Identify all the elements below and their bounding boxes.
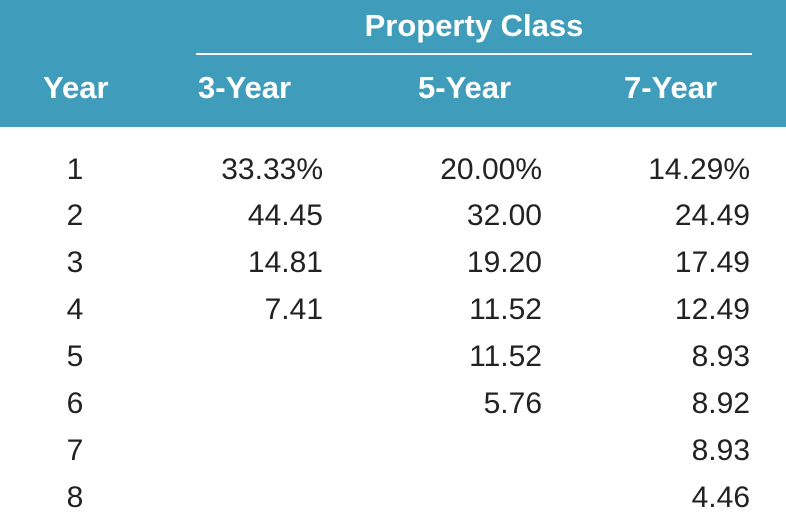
column-header-7-year: 7-Year [624, 70, 718, 105]
group-header-divider [196, 53, 752, 55]
five-year-cell: 11.52 [469, 293, 542, 326]
year-cell: 6 [66, 387, 84, 420]
five-year-cell: 5.76 [483, 387, 542, 420]
property-class-header: Property Class [364, 8, 584, 43]
seven-year-cell: 17.49 [674, 246, 750, 279]
column-header-3-year: 3-Year [198, 70, 292, 105]
seven-year-cell: 8.92 [691, 387, 750, 420]
three-year-cell: 44.45 [247, 199, 323, 232]
year-cell: 3 [66, 246, 84, 279]
five-year-cell: 19.20 [466, 246, 542, 279]
year-cell: 2 [66, 199, 84, 232]
three-year-cell: 7.41 [264, 293, 323, 326]
column-header-year: Year [43, 70, 109, 105]
seven-year-cell: 12.49 [674, 293, 750, 326]
five-year-cell: 11.52 [469, 340, 542, 373]
seven-year-cell: 8.93 [691, 434, 750, 467]
seven-year-cell: 24.49 [674, 199, 750, 232]
year-cell: 5 [66, 340, 84, 373]
three-year-cell: 33.33% [221, 153, 323, 186]
column-header-5-year: 5-Year [418, 70, 512, 105]
table-header: Property Class Year 3-Year 5-Year 7-Year [0, 0, 786, 127]
seven-year-cell: 14.29% [648, 153, 750, 186]
five-year-cell: 32.00 [466, 199, 542, 232]
year-cell: 1 [66, 153, 84, 186]
year-cell: 4 [66, 293, 84, 326]
five-year-cell: 20.00% [440, 153, 542, 186]
seven-year-cell: 8.93 [691, 340, 750, 373]
year-cell: 8 [66, 481, 84, 514]
three-year-cell: 14.81 [247, 246, 323, 279]
seven-year-cell: 4.46 [691, 481, 750, 514]
year-cell: 7 [66, 434, 84, 467]
